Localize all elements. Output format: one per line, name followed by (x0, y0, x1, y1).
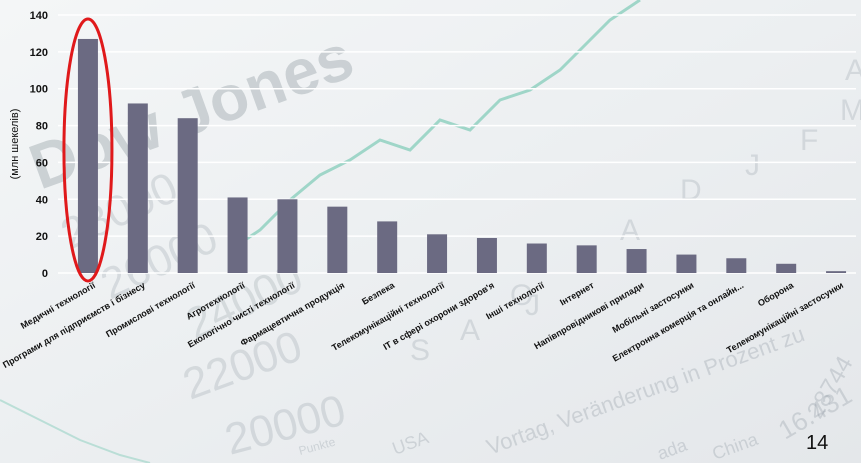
bar (726, 258, 747, 273)
x-tick-label: Мобільні застосунки (611, 280, 696, 335)
background-month-letter: A (845, 54, 861, 87)
bar (77, 38, 98, 274)
bar (776, 263, 797, 273)
bar (476, 237, 497, 273)
y-tick-label: 120 (30, 47, 48, 59)
bar (526, 243, 547, 273)
x-tick-label: Безпека (360, 280, 397, 307)
background-month-letter: A (620, 214, 640, 247)
page-number: 14 (806, 432, 829, 454)
x-tick-label: Оборона (756, 280, 796, 309)
background-month-letter: J (525, 289, 540, 322)
y-tick-label: 140 (30, 10, 48, 22)
y-tick-label: 0 (42, 268, 48, 280)
bar (277, 199, 298, 273)
bar (826, 271, 847, 273)
background-stock-line (229, 0, 641, 252)
y-tick-label: 80 (36, 121, 48, 133)
x-tick-label: Інтернет (558, 280, 596, 308)
bar (576, 245, 597, 273)
bar (177, 118, 198, 273)
bar (626, 249, 647, 273)
x-tick-label: Промислові технології (104, 280, 197, 339)
y-tick-label: 40 (36, 194, 48, 206)
bar (377, 221, 398, 273)
y-tick-label: 100 (30, 84, 48, 96)
background-month-letter: O (510, 279, 533, 312)
y-tick-label: 20 (36, 231, 48, 243)
y-axis-label: (млн шекелів) (9, 109, 21, 180)
bar (327, 206, 348, 273)
bar (427, 234, 448, 273)
background-month-letter: J (745, 149, 760, 182)
bar (127, 103, 148, 273)
background-month-letter: F (800, 124, 818, 157)
background-month-letter: A (460, 314, 480, 347)
background-month-letter: S (410, 334, 430, 367)
bar (227, 197, 248, 273)
background-month-letter: M (840, 94, 861, 127)
bar (676, 254, 697, 273)
y-tick-label: 60 (36, 157, 48, 169)
highlight-ellipse (62, 17, 114, 283)
